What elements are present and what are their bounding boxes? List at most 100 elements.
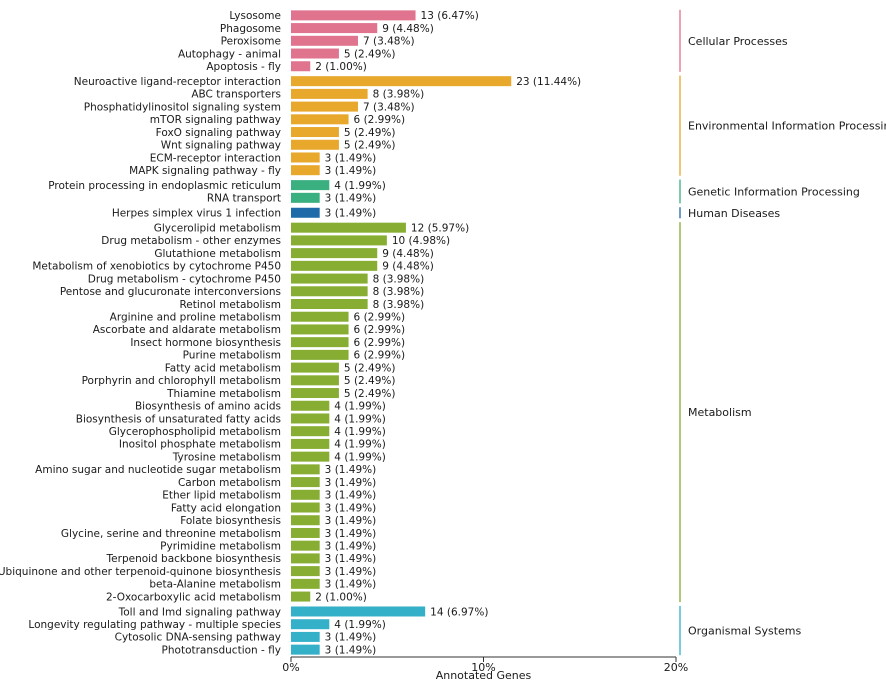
bar-value-label: 3 (1.49%) bbox=[325, 515, 377, 527]
category-label: Glutathione metabolism bbox=[154, 248, 281, 260]
bar-value-label: 10 (4.98%) bbox=[392, 235, 450, 247]
bar bbox=[291, 35, 358, 46]
bar-value-label: 14 (6.97%) bbox=[430, 606, 488, 618]
category-label: Drug metabolism - cytochrome P450 bbox=[88, 273, 281, 285]
bar-value-label: 6 (2.99%) bbox=[354, 324, 406, 336]
category-label: 2-Oxocarboxylic acid metabolism bbox=[106, 591, 281, 603]
bar-value-label: 3 (1.49%) bbox=[325, 528, 377, 540]
bar bbox=[291, 606, 426, 617]
category-label: Glycerolipid metabolism bbox=[154, 222, 281, 234]
category-label: Biosynthesis of unsaturated fatty acids bbox=[76, 413, 281, 425]
bar bbox=[291, 101, 358, 112]
category-label: Peroxisome bbox=[221, 36, 281, 48]
bar-value-label: 3 (1.49%) bbox=[325, 152, 377, 164]
category-label: Retinol metabolism bbox=[179, 299, 281, 311]
bar bbox=[291, 591, 311, 602]
bar bbox=[291, 464, 320, 475]
bar bbox=[291, 527, 320, 538]
bar-value-label: 3 (1.49%) bbox=[325, 208, 377, 220]
bar-value-label: 5 (2.49%) bbox=[344, 362, 396, 374]
bar bbox=[291, 273, 368, 284]
category-label: Glycerophospholipid metabolism bbox=[109, 426, 281, 438]
bar bbox=[291, 324, 349, 335]
bar-value-label: 9 (4.48%) bbox=[382, 23, 434, 35]
category-label: Drug metabolism - other enzymes bbox=[101, 235, 281, 247]
bar bbox=[291, 553, 320, 564]
bar bbox=[291, 631, 320, 642]
group-label: Cellular Processes bbox=[688, 35, 788, 48]
category-label: MAPK signaling pathway - fly bbox=[129, 165, 281, 177]
bar-value-label: 3 (1.49%) bbox=[325, 644, 377, 656]
bar bbox=[291, 644, 320, 655]
bar bbox=[291, 286, 368, 297]
bar bbox=[291, 489, 320, 500]
bar-value-label: 3 (1.49%) bbox=[325, 490, 377, 502]
category-label: Inositol phosphate metabolism bbox=[119, 439, 281, 451]
bar bbox=[291, 540, 320, 551]
category-label: Ether lipid metabolism bbox=[162, 490, 281, 502]
bars-layer: Lysosome 13 (6.47%) Phagosome 9 (4.48%) Pero… bbox=[0, 10, 581, 656]
bar-value-label: 3 (1.49%) bbox=[325, 632, 377, 644]
category-label: Lysosome bbox=[229, 10, 281, 22]
bar bbox=[291, 165, 320, 176]
bar-value-label: 5 (2.49%) bbox=[344, 48, 396, 60]
bar bbox=[291, 349, 349, 360]
category-label: Terpenoid backbone biosynthesis bbox=[106, 553, 281, 565]
category-label: ABC transporters bbox=[191, 89, 281, 101]
bar bbox=[291, 426, 330, 437]
bar bbox=[291, 114, 349, 125]
bar bbox=[291, 61, 311, 72]
category-label: Autophagy - animal bbox=[178, 48, 281, 60]
bar-value-label: 23 (11.44%) bbox=[516, 76, 581, 88]
x-tick-label: 20% bbox=[664, 661, 688, 674]
category-label: Biosynthesis of amino acids bbox=[135, 401, 281, 413]
bar bbox=[291, 311, 349, 322]
bar bbox=[291, 451, 330, 462]
category-label: Tyrosine metabolism bbox=[172, 451, 281, 463]
group-label: Genetic Information Processing bbox=[688, 185, 860, 198]
bar bbox=[291, 235, 387, 246]
bar-value-label: 2 (1.00%) bbox=[315, 591, 367, 603]
bar bbox=[291, 180, 330, 191]
group-label: Organismal Systems bbox=[688, 625, 801, 638]
category-label: Purine metabolism bbox=[183, 350, 281, 362]
category-label: Herpes simplex virus 1 infection bbox=[112, 208, 281, 220]
bar-value-label: 3 (1.49%) bbox=[325, 477, 377, 489]
category-label: Toll and Imd signaling pathway bbox=[118, 606, 281, 618]
category-label: ECM-receptor interaction bbox=[150, 152, 281, 164]
bar bbox=[291, 413, 330, 424]
bar bbox=[291, 515, 320, 526]
category-label: Glycine, serine and threonine metabolism bbox=[61, 528, 281, 540]
bar-value-label: 2 (1.00%) bbox=[315, 61, 367, 73]
bar-value-label: 4 (1.99%) bbox=[334, 619, 386, 631]
bar-value-label: 3 (1.49%) bbox=[325, 540, 377, 552]
bar bbox=[291, 578, 320, 589]
category-label: Carbon metabolism bbox=[178, 477, 281, 489]
bar bbox=[291, 337, 349, 348]
bar bbox=[291, 127, 339, 138]
category-label: Phototransduction - fly bbox=[162, 644, 281, 656]
bar bbox=[291, 76, 512, 87]
bar bbox=[291, 192, 320, 203]
x-axis: Annotated Genes 0% 10% 20% bbox=[282, 656, 688, 682]
bar bbox=[291, 48, 339, 59]
bar-value-label: 6 (2.99%) bbox=[354, 337, 406, 349]
category-label: Cytosolic DNA-sensing pathway bbox=[115, 632, 281, 644]
bar bbox=[291, 23, 378, 34]
category-label: Protein processing in endoplasmic reticu… bbox=[48, 180, 281, 192]
bar-value-label: 8 (3.98%) bbox=[373, 286, 425, 298]
category-label: Amino sugar and nucleotide sugar metabol… bbox=[35, 464, 281, 476]
bar-value-label: 6 (2.99%) bbox=[354, 350, 406, 362]
bar bbox=[291, 502, 320, 513]
bar-value-label: 3 (1.49%) bbox=[325, 502, 377, 514]
bar-value-label: 8 (3.98%) bbox=[373, 299, 425, 311]
bar-value-label: 5 (2.49%) bbox=[344, 127, 396, 139]
bar bbox=[291, 566, 320, 577]
bar-value-label: 12 (5.97%) bbox=[411, 222, 469, 234]
bar bbox=[291, 248, 378, 259]
x-axis-label: Annotated Genes bbox=[436, 669, 532, 682]
x-tick-label: 10% bbox=[471, 661, 495, 674]
category-label: Pentose and glucuronate interconversions bbox=[60, 286, 281, 298]
category-label: Apoptosis - fly bbox=[206, 61, 281, 73]
bar-value-label: 6 (2.99%) bbox=[354, 312, 406, 324]
